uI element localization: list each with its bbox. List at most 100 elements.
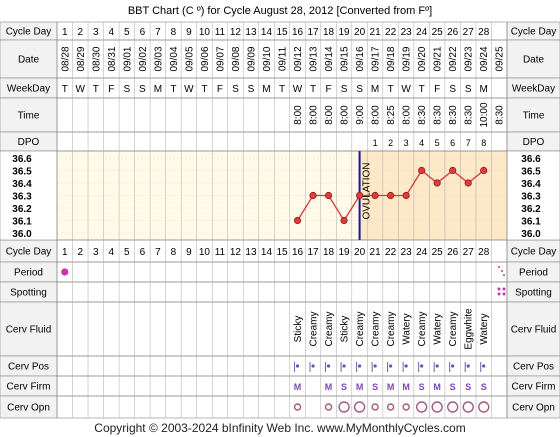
date-cell: 09/01	[122, 46, 133, 71]
row-label-right-cerv-opn: Cerv Opn	[512, 403, 555, 414]
row-frame-opn	[56, 395, 508, 419]
cycle-day-number-bottom: 21	[370, 247, 382, 258]
date-cell: 08/31	[107, 46, 118, 71]
cycle-day-number-top: 13	[245, 27, 257, 38]
time-cell: 8:00	[324, 105, 335, 125]
cycle-day-number-bottom: 15	[276, 247, 288, 258]
cycle-day-number-top: 17	[307, 27, 319, 38]
cycle-day-number-top: 12	[230, 27, 242, 38]
date-cell: 09/23	[464, 46, 475, 71]
cycle-day-number-top: 16	[292, 27, 304, 38]
time-cell: 8:00	[293, 105, 304, 125]
temperature-point	[371, 191, 379, 200]
weekday-cell: T	[62, 84, 68, 95]
time-cell: 8:30	[448, 105, 459, 125]
cerv-opn-marker	[462, 401, 474, 413]
date-cell: 08/30	[91, 46, 102, 71]
row-label-left-spotting: Spotting	[10, 288, 47, 299]
cycle-day-number-bottom: 10	[199, 247, 211, 258]
row-label-right-cerv-firm: Cerv Firm	[512, 382, 556, 393]
weekday-cell: M	[154, 84, 162, 95]
row-label-left-time: Time	[18, 111, 40, 122]
dpo-cell: 7	[466, 138, 471, 148]
cycle-day-number-bottom: 25	[432, 247, 444, 258]
cycle-day-number-bottom: 9	[186, 247, 192, 258]
time-cell: 8:00	[371, 105, 382, 125]
row-label-cell-left-time	[0, 97, 58, 133]
date-cell: 09/17	[371, 46, 382, 71]
cycle-day-number-top: 9	[186, 27, 192, 38]
weekday-cell: F	[108, 84, 114, 95]
cerv-opn-marker	[353, 401, 366, 413]
weekday-cell: S	[123, 84, 130, 95]
ovulation-label: OVULATION	[362, 162, 373, 219]
date-cell: 09/15	[340, 46, 351, 71]
time-cell: 8:30	[417, 105, 428, 125]
spotting-legend-dot	[497, 287, 501, 291]
y-tick-label-right: 36.2	[521, 204, 541, 215]
date-cell: 09/22	[448, 46, 459, 71]
date-cell: 09/06	[200, 46, 211, 71]
dpo-cell: 4	[419, 138, 424, 148]
cerv-fluid-cell: Watery	[433, 313, 444, 344]
time-cell: 9:00	[355, 105, 366, 125]
time-cell: 8:00	[340, 105, 351, 125]
weekday-cell: T	[93, 84, 99, 95]
temp-axis-right	[506, 150, 560, 241]
cycle-day-number-bottom: 24	[416, 247, 428, 258]
cycle-day-number-bottom: 13	[245, 247, 257, 258]
temperature-point	[480, 166, 488, 175]
cycle-day-number-top: 8	[171, 27, 177, 38]
weekday-cell: S	[465, 84, 472, 95]
cerv-fluid-cell: Sticky	[293, 316, 304, 343]
date-cell: 09/12	[293, 46, 304, 71]
y-tick-label-right: 36.1	[521, 217, 541, 228]
cerv-pos-dot	[420, 364, 424, 368]
row-label-right-period: Period	[519, 268, 548, 279]
temp-axis-left	[0, 150, 58, 241]
weekday-cell: S	[356, 84, 363, 95]
period-legend-dot	[501, 270, 503, 272]
cerv-firm-cell: S	[465, 382, 471, 392]
date-cell: 09/07	[215, 46, 226, 71]
dpo-cell: 2	[388, 138, 393, 148]
weekday-cell: W	[293, 84, 303, 95]
date-cell: 09/16	[355, 46, 366, 71]
cycle-day-number-top: 18	[323, 27, 335, 38]
weekday-cell: F	[325, 84, 331, 95]
date-cell: 09/08	[231, 46, 242, 71]
y-tick-label-left: 36.4	[12, 179, 32, 190]
cycle-day-number-bottom: 12	[230, 247, 242, 258]
cycle-day-number-bottom: 6	[140, 247, 146, 258]
cycle-day-number-top: 19	[339, 27, 351, 38]
cerv-fluid-cell: Sticky	[340, 316, 351, 343]
cycle-day-number-top: 15	[276, 27, 288, 38]
row-label-right-weekday: WeekDay	[512, 84, 555, 95]
cycle-day-number-bottom: 19	[339, 247, 351, 258]
cycle-day-number-bottom: 2	[77, 247, 83, 258]
cerv-pos-dot	[466, 364, 470, 368]
cycle-day-number-top: 14	[261, 27, 273, 38]
time-cell: 8:30	[433, 105, 444, 125]
cycle-day-number-bottom: 11	[215, 247, 226, 258]
weekday-cell: T	[310, 84, 316, 95]
weekday-cell: W	[76, 84, 86, 95]
cerv-firm-cell: S	[481, 382, 487, 392]
cerv-pos-dot	[451, 364, 455, 368]
cerv-fluid-cell: Creamy	[309, 311, 320, 346]
cerv-pos-dot	[311, 364, 315, 368]
y-tick-label-right: 36.6	[521, 154, 541, 165]
weekday-cell: S	[232, 84, 239, 95]
cerv-firm-cell: M	[433, 382, 441, 392]
weekday-cell: T	[170, 84, 176, 95]
cycle-day-number-bottom: 16	[292, 247, 304, 258]
cycle-day-number-top: 21	[370, 27, 382, 38]
cerv-firm-cell: M	[325, 382, 333, 392]
temperature-point	[340, 216, 348, 225]
cycle-day-number-bottom: 4	[109, 247, 115, 258]
temperature-point	[464, 179, 472, 187]
cycle-day-number-bottom: 20	[354, 247, 366, 258]
time-cell: 8:25	[386, 105, 397, 125]
temperature-point	[309, 191, 317, 200]
